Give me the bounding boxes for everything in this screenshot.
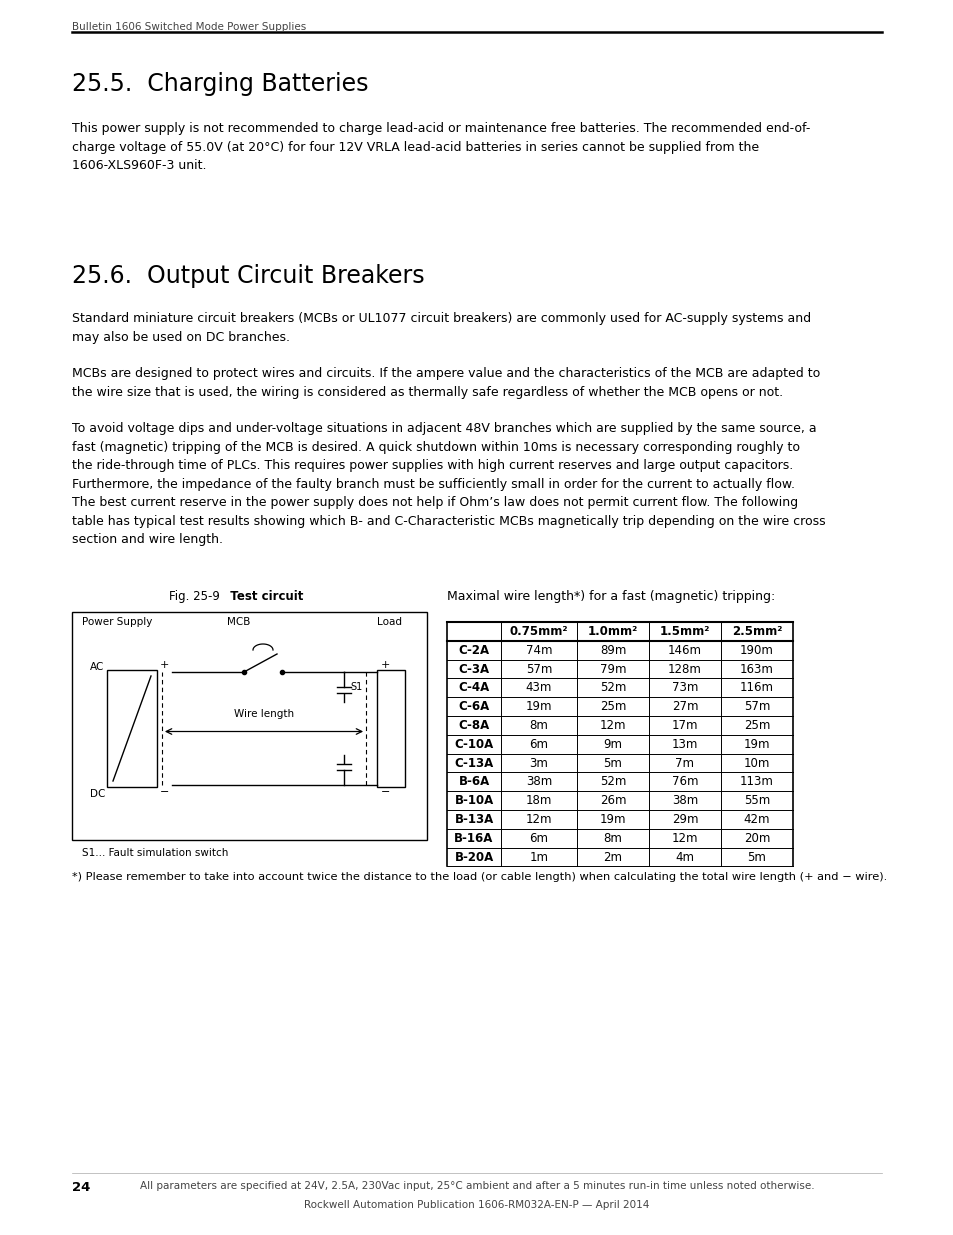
Text: B-13A: B-13A [454,813,493,826]
Text: 55m: 55m [743,794,769,808]
Text: 52m: 52m [599,682,625,694]
Text: 128m: 128m [667,662,701,676]
Text: C-4A: C-4A [457,682,489,694]
Text: 57m: 57m [743,700,769,713]
Text: C-8A: C-8A [457,719,489,732]
Text: 73m: 73m [671,682,698,694]
Bar [71,613,427,840]
Text: 0.75mm²: 0.75mm² [509,625,568,638]
Text: 43m: 43m [525,682,552,694]
Text: MCBs are designed to protect wires and circuits. If the ampere value and the cha: MCBs are designed to protect wires and c… [71,367,820,399]
Text: 26m: 26m [599,794,625,808]
Text: *) Please remember to take into account twice the distance to the load (or cable: *) Please remember to take into account … [71,872,886,882]
Text: 24: 24 [71,1181,91,1194]
Text: To avoid voltage dips and under-voltage situations in adjacent 48V branches whic: To avoid voltage dips and under-voltage … [71,422,824,546]
Text: 57m: 57m [525,662,552,676]
Text: Power Supply: Power Supply [82,618,152,627]
Text: DC: DC [90,789,105,799]
Text: 27m: 27m [671,700,698,713]
Text: 7m: 7m [675,757,694,769]
Text: 18m: 18m [525,794,552,808]
Text: 163m: 163m [740,662,773,676]
Text: 19m: 19m [525,700,552,713]
Text: 25.5.  Charging Batteries: 25.5. Charging Batteries [71,72,368,96]
Text: 12m: 12m [525,813,552,826]
Text: This power supply is not recommended to charge lead-acid or maintenance free bat: This power supply is not recommended to … [71,122,809,172]
Text: 25m: 25m [743,719,769,732]
Text: 29m: 29m [671,813,698,826]
Text: S1: S1 [350,682,362,692]
Text: 6m: 6m [529,831,548,845]
Text: B-6A: B-6A [457,776,489,788]
Text: 6m: 6m [529,737,548,751]
Text: 2m: 2m [603,851,622,863]
Text: Fig. 25-9: Fig. 25-9 [169,590,219,603]
Text: 79m: 79m [599,662,625,676]
Text: 12m: 12m [599,719,625,732]
Text: Wire length: Wire length [233,709,294,719]
Text: 19m: 19m [599,813,625,826]
Text: 38m: 38m [525,776,552,788]
Text: Rockwell Automation Publication 1606-RM032A-EN-P — April 2014: Rockwell Automation Publication 1606-RM0… [304,1200,649,1210]
Text: 5m: 5m [603,757,621,769]
Text: 146m: 146m [667,643,701,657]
Text: +: + [380,659,390,671]
Text: Bulletin 1606 Switched Mode Power Supplies: Bulletin 1606 Switched Mode Power Suppli… [71,22,306,32]
Text: AC: AC [90,662,104,672]
Text: 2.5mm²: 2.5mm² [731,625,781,638]
Text: 17m: 17m [671,719,698,732]
Text: 38m: 38m [671,794,698,808]
Text: +: + [160,659,170,671]
Text: −: − [160,787,170,797]
Text: 20m: 20m [743,831,769,845]
Text: C-6A: C-6A [457,700,489,713]
Text: 42m: 42m [743,813,769,826]
Text: B-16A: B-16A [454,831,493,845]
Text: Standard miniature circuit breakers (MCBs or UL1077 circuit breakers) are common: Standard miniature circuit breakers (MCB… [71,312,810,343]
Text: 1.5mm²: 1.5mm² [659,625,709,638]
Text: C-3A: C-3A [458,662,489,676]
Text: 89m: 89m [599,643,625,657]
Text: Load: Load [376,618,401,627]
Text: −: − [380,787,390,797]
Text: C-13A: C-13A [454,757,493,769]
Text: C-2A: C-2A [458,643,489,657]
Text: 3m: 3m [529,757,548,769]
Text: 10m: 10m [743,757,769,769]
Text: C-10A: C-10A [454,737,493,751]
Text: 1m: 1m [529,851,548,863]
Text: 52m: 52m [599,776,625,788]
Text: B-20A: B-20A [454,851,493,863]
Text: 74m: 74m [525,643,552,657]
Bar [376,671,405,787]
Text: 9m: 9m [603,737,622,751]
Text: MCB: MCB [227,618,250,627]
Text: 190m: 190m [740,643,773,657]
Text: 4m: 4m [675,851,694,863]
Text: Maximal wire length*) for a fast (magnetic) tripping:: Maximal wire length*) for a fast (magnet… [447,590,775,603]
Text: S1... Fault simulation switch: S1... Fault simulation switch [82,848,228,858]
Bar [107,671,157,787]
Text: 8m: 8m [529,719,548,732]
Text: B-10A: B-10A [454,794,493,808]
Text: 5m: 5m [747,851,765,863]
Text: 1.0mm²: 1.0mm² [587,625,638,638]
Text: All parameters are specified at 24V, 2.5A, 230Vac input, 25°C ambient and after : All parameters are specified at 24V, 2.5… [139,1181,814,1191]
Text: 8m: 8m [603,831,621,845]
Text: 25.6.  Output Circuit Breakers: 25.6. Output Circuit Breakers [71,264,424,288]
Text: 116m: 116m [740,682,773,694]
Text: 13m: 13m [671,737,698,751]
Text: 113m: 113m [740,776,773,788]
Text: 76m: 76m [671,776,698,788]
Text: 25m: 25m [599,700,625,713]
Text: 12m: 12m [671,831,698,845]
Text: 19m: 19m [743,737,769,751]
Text: Test circuit: Test circuit [221,590,302,603]
